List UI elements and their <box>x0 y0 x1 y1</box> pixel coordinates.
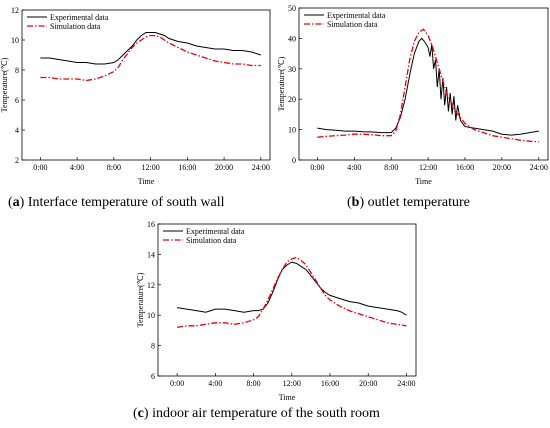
x-tick-label: 24:00 <box>530 163 548 172</box>
y-tick-label: 2 <box>15 156 19 165</box>
caption-c-text: indoor air temperature of the south room <box>148 406 380 421</box>
y-tick-label: 14 <box>147 250 155 259</box>
y-tick-label: 16 <box>147 220 155 229</box>
series-line-simulation <box>317 28 539 143</box>
caption-a-text: Interface temperature of south wall <box>24 195 225 210</box>
y-tick-label: 10 <box>288 126 296 135</box>
y-axis-label: Temperature(℃) <box>277 56 286 111</box>
x-tick-label: 20:00 <box>215 163 233 172</box>
x-tick-label: 8:00 <box>107 163 121 172</box>
x-tick-label: 24:00 <box>252 163 270 172</box>
y-tick-label: 10 <box>147 311 155 320</box>
y-tick-label: 10 <box>11 36 19 45</box>
series-line-simulation <box>40 34 261 82</box>
y-tick-label: 12 <box>11 6 19 15</box>
x-tick-label: 12:00 <box>419 163 437 172</box>
y-tick-label: 40 <box>288 34 296 43</box>
x-tick-label: 16:00 <box>321 379 339 388</box>
y-tick-label: 8 <box>151 342 155 351</box>
x-tick-label: 24:00 <box>397 379 415 388</box>
chart-outlet-temperature: 0 10 20 30 40 50 0:00 4:00 8:00 12:00 16:00 20:00 24… <box>277 4 549 186</box>
plot-frame <box>21 9 271 161</box>
x-axis-label: Time <box>415 177 432 186</box>
y-tick-label: 30 <box>288 65 296 74</box>
legend-label-simulation: Simulation data <box>327 20 378 29</box>
series-line-experimental <box>40 32 261 65</box>
caption-b: (b) outlet temperature <box>347 195 470 210</box>
x-tick-label: 4:00 <box>347 163 361 172</box>
y-tick-label: 0 <box>292 156 296 165</box>
x-tick-label: 20:00 <box>359 379 377 388</box>
x-tick-label: 20:00 <box>493 163 511 172</box>
legend-label-simulation: Simulation data <box>186 236 237 245</box>
y-tick-label: 12 <box>147 281 155 290</box>
chart-indoor-air-temperature: 6 8 10 12 14 16 0:00 4:00 8:00 12:00 16:00 20:00 24:… <box>136 220 417 402</box>
y-axis-label: Temperature(℃) <box>0 57 9 112</box>
x-tick-label: 12:00 <box>141 163 159 172</box>
x-tick-label: 0:00 <box>33 163 47 172</box>
x-tick-label: 4:00 <box>208 379 222 388</box>
y-tick-label: 6 <box>15 96 19 105</box>
y-axis-label: Temperature(℃) <box>136 272 145 327</box>
x-tick-label: 4:00 <box>70 163 84 172</box>
plot-frame <box>298 7 549 161</box>
caption-a-letter: a <box>12 195 20 210</box>
y-tick-label: 20 <box>288 95 296 104</box>
y-tick-label: 50 <box>288 4 296 13</box>
x-axis-label: Time <box>279 393 296 402</box>
caption-a: (a) Interface temperature of south wall <box>8 195 225 210</box>
series-line-experimental <box>177 261 407 316</box>
series-line-simulation <box>176 256 407 329</box>
x-tick-label: 0:00 <box>170 379 184 388</box>
y-tick-label: 8 <box>15 66 19 75</box>
chart-interface-temperature: 2 4 6 8 10 12 0:00 4:00 8:00 12:00 16:00 20:00 24:00… <box>0 6 271 186</box>
series-line-experimental <box>317 37 539 136</box>
y-tick-label: 6 <box>151 372 155 381</box>
x-tick-label: 8:00 <box>384 163 398 172</box>
x-tick-label: 8:00 <box>246 379 260 388</box>
caption-b-letter: b <box>351 195 360 210</box>
legend-label-experimental: Experimental data <box>186 227 245 236</box>
x-tick-label: 12:00 <box>283 379 301 388</box>
caption-b-text: outlet temperature <box>364 195 470 210</box>
y-tick-label: 4 <box>15 126 19 135</box>
legend-label-experimental: Experimental data <box>50 13 109 22</box>
legend-label-experimental: Experimental data <box>327 11 386 20</box>
x-tick-label: 0:00 <box>310 163 324 172</box>
x-tick-label: 16:00 <box>178 163 196 172</box>
plot-frame <box>157 223 417 377</box>
caption-c: (c) indoor air temperature of the south … <box>133 406 380 421</box>
x-tick-label: 16:00 <box>456 163 474 172</box>
x-axis-label: Time <box>138 177 155 186</box>
legend-label-simulation: Simulation data <box>50 22 101 31</box>
caption-c-letter: c <box>137 406 144 421</box>
